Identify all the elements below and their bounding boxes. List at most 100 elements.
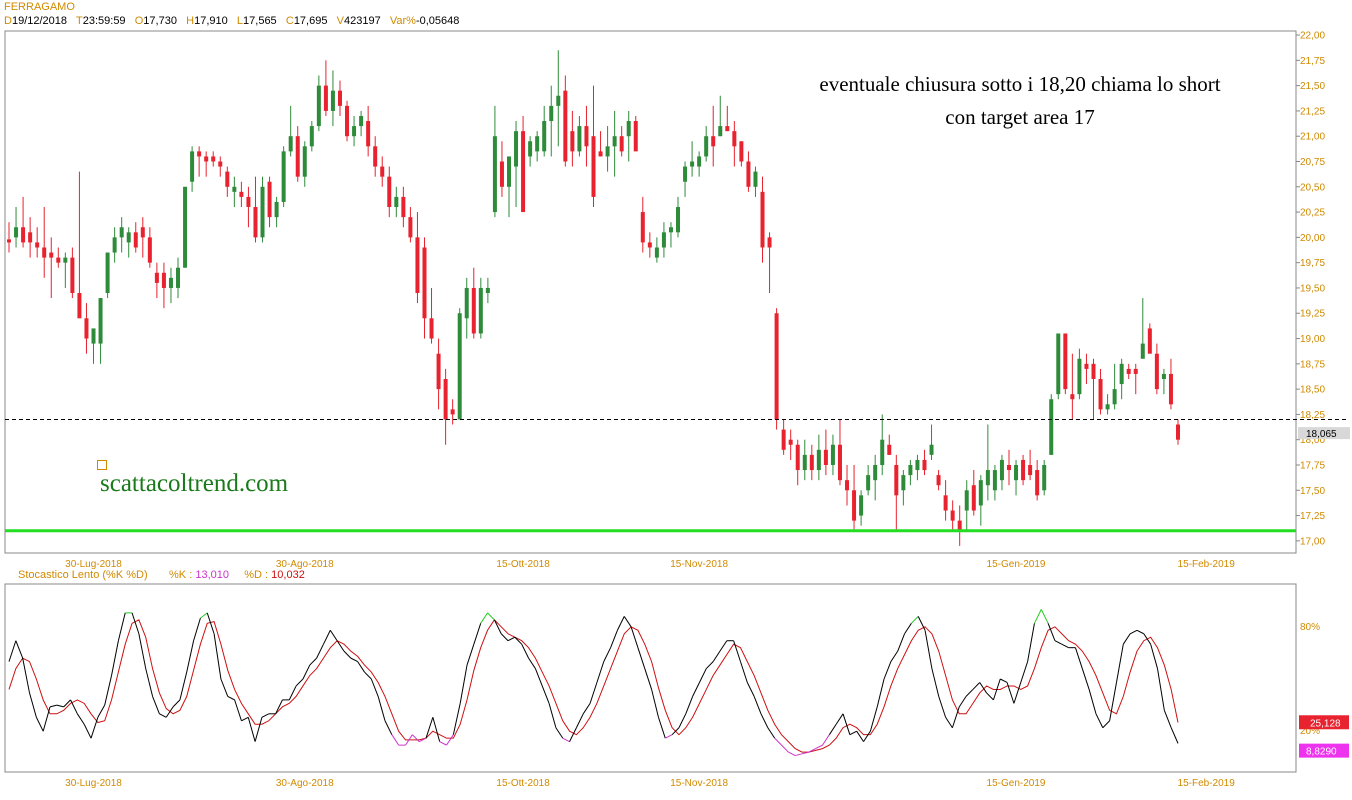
candle-body xyxy=(767,237,772,248)
stoch-k-segment xyxy=(200,612,208,619)
candle-body xyxy=(873,464,878,481)
candle-body xyxy=(380,166,385,177)
stoch-k-segment xyxy=(29,692,37,718)
stoch-k-segment xyxy=(938,696,947,718)
stoch-k-segment xyxy=(917,616,926,631)
candle-body xyxy=(1133,368,1138,374)
stoch-x-tick-label: 15-Nov-2018 xyxy=(670,778,728,789)
stoch-k-segment xyxy=(152,696,160,714)
y-tick-label: 20,00 xyxy=(1300,233,1325,244)
stoch-k-segment xyxy=(1047,623,1056,641)
candle-body xyxy=(345,105,350,137)
stoch-k-segment xyxy=(357,661,365,673)
stoch-k-segment xyxy=(958,696,967,708)
candle-body xyxy=(1021,459,1026,481)
candle-body xyxy=(14,227,19,238)
candle-body xyxy=(471,287,476,334)
candle-body xyxy=(605,146,610,157)
candle-body xyxy=(852,490,857,521)
stoch-k-segment xyxy=(863,730,871,742)
candle-body xyxy=(176,267,181,288)
open-value: 17,730 xyxy=(143,15,177,27)
stoch-k-segment xyxy=(179,671,188,700)
candle-body xyxy=(394,196,399,208)
stoch-k-segment xyxy=(446,734,454,746)
candle-body xyxy=(894,464,899,496)
close-label: C xyxy=(285,15,294,27)
candle-body xyxy=(521,131,526,213)
candle-body xyxy=(84,318,89,339)
stoch-k-segment xyxy=(288,685,297,701)
y-tick-label: 19,25 xyxy=(1300,309,1325,320)
candle-body xyxy=(49,252,54,258)
low-label: L xyxy=(236,15,244,27)
stoch-k-segment xyxy=(651,689,659,718)
symbol-title: FERRAGAMO xyxy=(4,1,75,13)
candle-body xyxy=(978,480,983,506)
candle-body xyxy=(633,121,638,152)
candle-body xyxy=(366,121,371,147)
stoch-k-segment xyxy=(856,730,864,742)
candle-body xyxy=(929,444,934,455)
stoch-k-segment xyxy=(589,682,598,704)
watermark-box-icon xyxy=(97,460,107,470)
stoch-k-segment xyxy=(555,727,564,739)
candle-body xyxy=(816,449,821,471)
close-value: 17,695 xyxy=(293,15,328,27)
stoch-k-segment xyxy=(979,682,988,694)
stoch-k-segment xyxy=(336,640,345,652)
candle-body xyxy=(739,141,744,162)
candle-body xyxy=(718,126,723,137)
candle-body xyxy=(253,207,258,238)
variation-label: Var% xyxy=(389,15,416,27)
candle-body xyxy=(535,136,540,152)
candle-body xyxy=(464,287,469,319)
y-tick-label: 17,75 xyxy=(1300,460,1325,471)
candle-body xyxy=(1049,399,1054,455)
candle-body xyxy=(866,475,871,491)
stoch-k-segment xyxy=(1102,720,1110,729)
stoch-k-segment xyxy=(904,623,912,635)
stoch-k-segment xyxy=(370,678,379,697)
time-value: 23:59:59 xyxy=(82,15,126,27)
candle-body xyxy=(302,146,307,177)
stoch-k-segment xyxy=(350,657,358,663)
candle-body xyxy=(999,459,1004,481)
price-x-tick-label: 15-Gen-2019 xyxy=(987,559,1046,570)
stoch-k-segment xyxy=(1033,609,1042,624)
stoch-k-segment xyxy=(165,706,174,718)
stoch-x-tick-label: 30-Ago-2018 xyxy=(276,778,334,789)
candle-body xyxy=(387,176,392,208)
stoch-k-segment xyxy=(1109,682,1117,721)
candle-body xyxy=(957,520,962,531)
stoch-k-segment xyxy=(131,612,140,634)
candle-body xyxy=(725,126,730,132)
stoch-k-segment xyxy=(671,727,680,736)
stoch-k-segment xyxy=(1081,668,1090,690)
date-value: 19/12/2018 xyxy=(11,15,68,27)
stoch-k-segment xyxy=(473,623,482,645)
stoch-k-segment xyxy=(247,717,256,742)
y-tick-label: 18,50 xyxy=(1300,385,1325,396)
stoch-k-segment xyxy=(740,661,748,683)
stoch-k-segment xyxy=(1027,623,1035,662)
candle-body xyxy=(28,232,33,243)
candle-body xyxy=(316,85,321,127)
candle-body xyxy=(21,227,26,243)
stoch-k-segment xyxy=(8,640,17,662)
stoch-k-segment xyxy=(883,661,892,680)
stoch-k-segment xyxy=(808,748,816,753)
candle-body xyxy=(992,470,997,491)
stoch-k-segment xyxy=(801,751,809,755)
stoch-k-segment xyxy=(1013,682,1022,704)
k-value: 13,010 xyxy=(195,569,229,581)
candle-body xyxy=(450,409,455,415)
stoch-k-segment xyxy=(193,617,201,641)
stoch-k-segment xyxy=(159,713,167,718)
candle-body xyxy=(267,181,272,218)
stoch-k-segment xyxy=(275,699,283,715)
stoch-k-segment xyxy=(733,640,741,662)
candle-body xyxy=(56,257,61,263)
candle-body xyxy=(281,151,286,202)
